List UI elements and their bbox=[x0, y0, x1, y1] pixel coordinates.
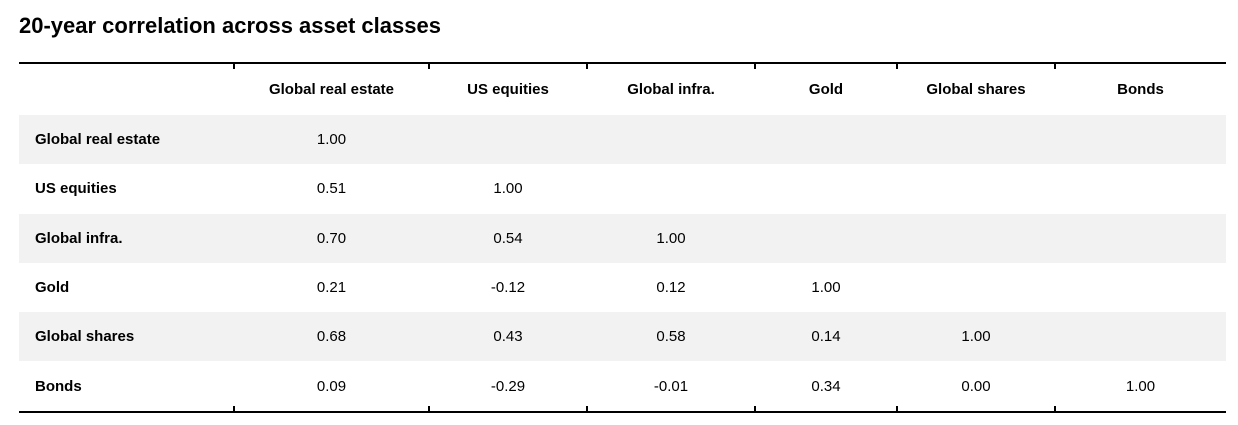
value-cell: -0.01 bbox=[653, 377, 689, 395]
row-label: Bonds bbox=[35, 377, 82, 395]
value-cell: 1.00 bbox=[316, 131, 347, 149]
column-header: Global real estate bbox=[268, 81, 395, 98]
row-label: Global shares bbox=[35, 328, 135, 346]
table-row: US equities 0.51 1.00 bbox=[19, 164, 1226, 213]
column-header: Gold bbox=[808, 81, 844, 98]
value-cell: 0.70 bbox=[316, 229, 347, 247]
column-boundary-tick bbox=[428, 405, 430, 411]
row-label: US equities bbox=[35, 180, 117, 198]
column-boundary-tick bbox=[896, 64, 898, 69]
value-cell: 1.00 bbox=[656, 229, 686, 247]
value-cell: 0.21 bbox=[316, 279, 347, 297]
value-cell: 1.00 bbox=[1125, 377, 1156, 395]
value-cell bbox=[429, 115, 587, 164]
column-header: Bonds bbox=[1117, 81, 1164, 98]
value-cell bbox=[897, 164, 1055, 213]
value-cell: 0.58 bbox=[656, 328, 686, 346]
value-cell bbox=[587, 115, 755, 164]
column-boundary-tick bbox=[233, 405, 235, 411]
table-top-rule bbox=[19, 62, 1226, 69]
column-boundary-tick bbox=[586, 64, 588, 69]
column-header: US equities bbox=[467, 81, 549, 98]
value-cell: 0.68 bbox=[316, 328, 347, 346]
value-cell: 0.12 bbox=[656, 279, 686, 297]
value-cell: 1.00 bbox=[961, 328, 991, 346]
value-cell bbox=[1055, 263, 1226, 312]
column-boundary-tick bbox=[1054, 405, 1056, 411]
value-cell bbox=[1055, 312, 1226, 361]
value-cell bbox=[1055, 214, 1226, 263]
value-cell: 0.09 bbox=[316, 377, 347, 395]
value-cell bbox=[755, 164, 897, 213]
corner-cell bbox=[19, 64, 234, 115]
value-cell: 0.43 bbox=[493, 328, 523, 346]
value-cell bbox=[897, 115, 1055, 164]
table-row: Bonds 0.09 -0.29 -0.01 0.34 0.00 1.00 bbox=[19, 361, 1226, 410]
value-cell: 0.14 bbox=[811, 328, 841, 346]
value-cell bbox=[755, 115, 897, 164]
value-cell: 0.51 bbox=[316, 180, 347, 198]
value-cell: 0.54 bbox=[493, 229, 523, 247]
value-cell: -0.29 bbox=[490, 377, 526, 395]
column-boundary-tick bbox=[754, 64, 756, 69]
table-row: Global shares 0.68 0.43 0.58 0.14 1.00 bbox=[19, 312, 1226, 362]
row-label: Gold bbox=[35, 279, 70, 297]
table-row: Global infra. 0.70 0.54 1.00 bbox=[19, 213, 1226, 263]
column-boundary-tick bbox=[896, 405, 898, 411]
column-boundary-tick bbox=[428, 64, 430, 69]
table-row: Gold 0.21 -0.12 0.12 1.00 bbox=[19, 263, 1226, 312]
row-label: Global real estate bbox=[35, 131, 161, 149]
column-header: Global shares bbox=[926, 81, 1026, 98]
value-cell bbox=[897, 214, 1055, 263]
value-cell bbox=[587, 164, 755, 213]
value-cell: 1.00 bbox=[811, 279, 841, 297]
table-bottom-rule bbox=[19, 405, 1226, 413]
table-row: Global real estate 1.00 bbox=[19, 115, 1226, 165]
value-cell: 1.00 bbox=[493, 180, 523, 198]
value-cell: -0.12 bbox=[490, 279, 526, 297]
value-cell bbox=[755, 214, 897, 263]
column-header: Global infra. bbox=[627, 81, 715, 98]
column-boundary-tick bbox=[1054, 64, 1056, 69]
row-label: Global infra. bbox=[35, 229, 123, 247]
column-boundary-tick bbox=[233, 64, 235, 69]
page-title: 20-year correlation across asset classes bbox=[19, 13, 441, 38]
value-cell: 0.34 bbox=[811, 377, 841, 395]
table-header-row: Global real estate US equities Global in… bbox=[19, 64, 1226, 115]
correlation-table: Global real estate US equities Global in… bbox=[19, 62, 1226, 413]
value-cell bbox=[1055, 115, 1226, 164]
value-cell bbox=[1055, 164, 1226, 213]
column-boundary-tick bbox=[754, 405, 756, 411]
value-cell: 0.00 bbox=[961, 377, 991, 395]
value-cell bbox=[897, 263, 1055, 312]
column-boundary-tick bbox=[586, 405, 588, 411]
